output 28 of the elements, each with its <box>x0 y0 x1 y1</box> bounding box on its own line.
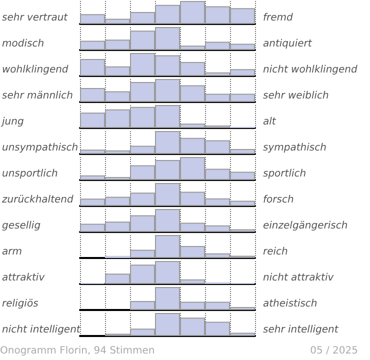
y-axis-title: unsportlich <box>2 168 58 180</box>
y2-axis-title: nicht attraktiv <box>263 272 335 284</box>
y2-axis-title: nicht wohlklingend <box>263 64 358 76</box>
y-axis-title: unsympathisch <box>2 142 78 154</box>
y2-axis-title: reich <box>263 246 288 258</box>
text: Onogramm Florin, 94 Stimmen <box>0 346 155 356</box>
y-axis-title: modisch <box>2 38 44 50</box>
y2-axis-title: sehr intelligent <box>263 324 340 336</box>
y-axis-title: zurückhaltend <box>1 194 74 206</box>
y2-axis-title: antiquiert <box>263 38 313 50</box>
y2-axis-title: fremd <box>263 12 294 24</box>
y-axis-title: jung <box>0 116 24 128</box>
y-axis-title: wohlklingend <box>2 64 69 76</box>
y-axis-title: religiös <box>2 298 38 310</box>
y-axis-title: arm <box>2 246 22 258</box>
y-axis-title: sehr vertraut <box>2 12 69 24</box>
text: 05 / 2025 <box>310 346 358 356</box>
y2-axis-title: sehr weiblich <box>263 90 329 102</box>
y2-axis-title: einzelgängerisch <box>263 220 348 232</box>
y-axis-title: gesellig <box>2 220 41 232</box>
y2-axis-title: sportlich <box>263 168 306 180</box>
y2-axis-title: atheistisch <box>263 298 318 310</box>
y-axis-title: attraktiv <box>2 272 46 284</box>
y2-axis-title: forsch <box>263 194 294 206</box>
y2-axis-title: sympathisch <box>263 142 326 154</box>
y2-axis-title: alt <box>263 116 277 128</box>
y-axis-title: sehr männlich <box>2 90 73 102</box>
y-axis-title: nicht intelligent <box>2 324 82 336</box>
